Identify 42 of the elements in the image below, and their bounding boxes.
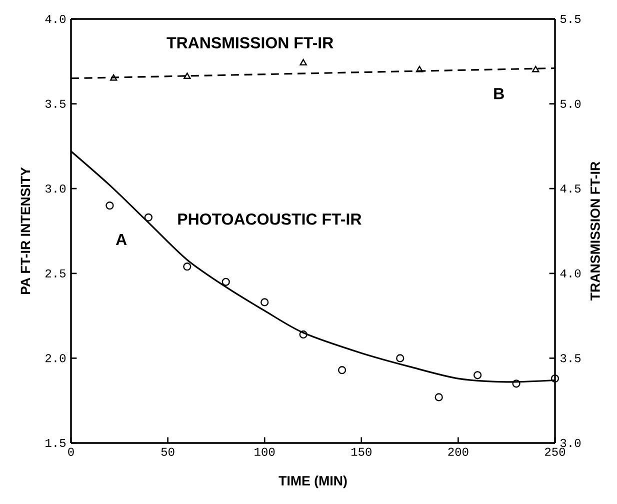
- y2-tick-label: 5.0: [560, 100, 581, 108]
- point: [532, 66, 540, 72]
- y-tick-label: 3.5: [45, 100, 66, 108]
- y-tick-label: 2.0: [46, 354, 66, 362]
- x-tick-label: 200: [448, 448, 468, 456]
- annotation: PHOTOACOUSTIC FT-IR: [178, 213, 362, 225]
- point: [396, 354, 404, 362]
- y2-tick-label: 3.5: [560, 354, 581, 362]
- x-tick-label: 0: [68, 448, 74, 456]
- x-tick-label: 150: [351, 448, 372, 456]
- point: [144, 213, 153, 222]
- point: [184, 72, 191, 79]
- annotation: TRANSMISSION FT-IR: [166, 37, 334, 48]
- point: [473, 371, 482, 380]
- y-tick-label: 4.0: [45, 14, 66, 24]
- point: [512, 380, 520, 388]
- x-tick-label: 50: [161, 448, 174, 456]
- y2-tick-label: 3.0: [560, 438, 581, 448]
- y-tick-label: 2.5: [46, 269, 66, 278]
- y-tick-label: 3.0: [45, 184, 66, 193]
- point: [260, 298, 269, 306]
- y-tick-label: 1.5: [46, 438, 66, 448]
- x-axis-title: TIME (MIN): [278, 476, 347, 488]
- y2-axis-title: TRANSMISSION FT-IR: [590, 162, 600, 300]
- point: [338, 366, 346, 374]
- point: [110, 74, 118, 81]
- point: [222, 278, 230, 286]
- point: [106, 201, 114, 210]
- y2-tick-label: 4.5: [560, 184, 581, 193]
- point: [416, 66, 424, 72]
- y2-tick-label: 5.5: [560, 14, 581, 24]
- x-tick-label: 100: [254, 448, 275, 456]
- annotation: B: [494, 88, 504, 100]
- point: [299, 330, 308, 339]
- point: [434, 393, 443, 402]
- y2-tick-label: 4.0: [560, 269, 581, 278]
- point: [550, 374, 560, 383]
- y-axis-title: PA FT-IR INTENSITY: [20, 167, 30, 294]
- point: [183, 262, 192, 271]
- x-tick-label: 250: [545, 448, 566, 456]
- annotation: A: [116, 234, 127, 245]
- point: [300, 59, 307, 66]
